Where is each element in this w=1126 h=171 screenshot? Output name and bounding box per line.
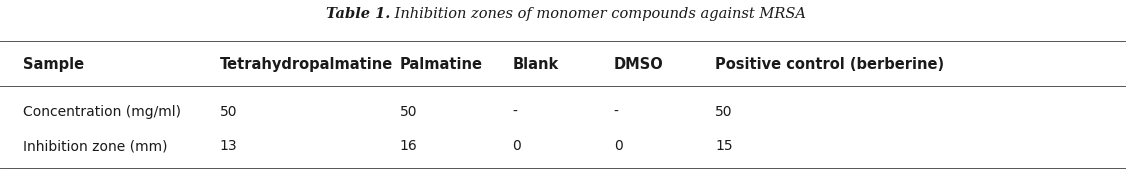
Text: Tetrahydropalmatine: Tetrahydropalmatine [220,57,393,72]
Text: -: - [614,105,618,119]
Text: 0: 0 [512,139,521,153]
Text: 50: 50 [715,105,733,119]
Text: 0: 0 [614,139,623,153]
Text: 15: 15 [715,139,733,153]
Text: -: - [512,105,517,119]
Text: 50: 50 [400,105,418,119]
Text: Inhibition zone (mm): Inhibition zone (mm) [23,139,167,153]
Text: Positive control (berberine): Positive control (berberine) [715,57,944,72]
Text: Blank: Blank [512,57,558,72]
Text: DMSO: DMSO [614,57,663,72]
Text: 50: 50 [220,105,238,119]
Text: Concentration (mg/ml): Concentration (mg/ml) [23,105,180,119]
Text: 13: 13 [220,139,238,153]
Text: Palmatine: Palmatine [400,57,483,72]
Text: Table 1.: Table 1. [325,7,390,21]
Text: Inhibition zones of monomer compounds against MRSA: Inhibition zones of monomer compounds ag… [390,7,806,21]
Text: 16: 16 [400,139,418,153]
Text: Sample: Sample [23,57,83,72]
